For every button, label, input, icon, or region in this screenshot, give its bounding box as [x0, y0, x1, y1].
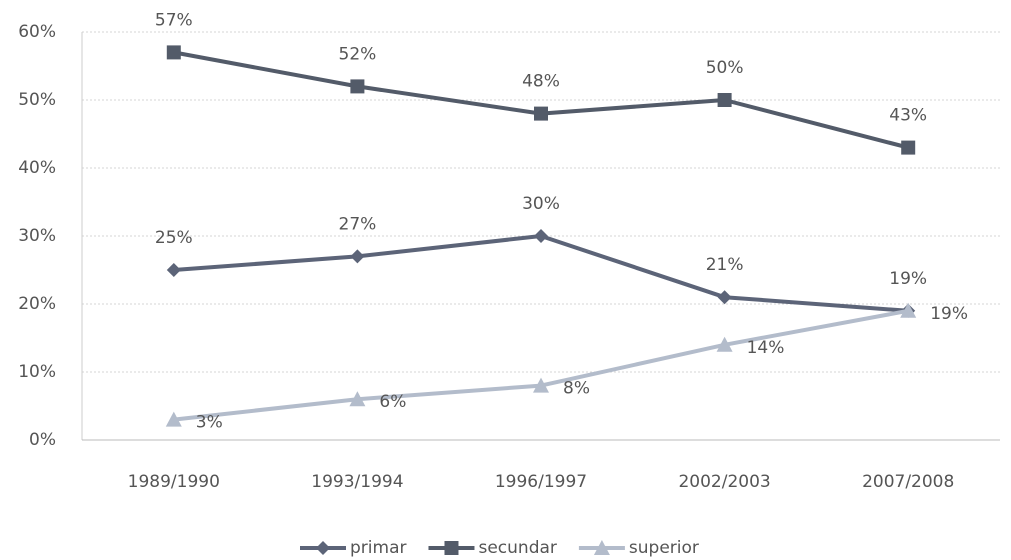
- legend-label: primar: [350, 538, 406, 558]
- data-point: [534, 229, 548, 243]
- data-point: [901, 140, 916, 155]
- data-point: [717, 290, 732, 305]
- series-line: [173, 308, 909, 422]
- data-point: [165, 411, 182, 427]
- data-point: [350, 249, 365, 264]
- data-label: 19%: [930, 304, 968, 324]
- data-label: 19%: [889, 269, 927, 289]
- legend-item: superior: [578, 538, 699, 558]
- legend-label: secundar: [478, 538, 556, 558]
- legend-marker: [593, 540, 610, 555]
- data-label: 8%: [563, 379, 590, 399]
- data-point: [900, 302, 917, 318]
- data-point: [166, 45, 181, 60]
- legend-marker: [316, 541, 330, 555]
- data-point: [534, 106, 548, 121]
- data-label: 21%: [706, 255, 744, 275]
- x-tick-label: 1989/1990: [128, 472, 220, 492]
- x-tick-label: 1993/1994: [311, 472, 403, 492]
- x-tick-label: 1996/1997: [495, 472, 587, 492]
- x-tick-label: 2002/2003: [678, 472, 770, 492]
- data-label: 3%: [196, 413, 223, 433]
- y-tick-label: 60%: [18, 22, 56, 42]
- data-label: 57%: [155, 10, 193, 30]
- y-tick-label: 50%: [18, 90, 56, 110]
- series-line: [173, 234, 909, 313]
- data-point: [716, 336, 733, 352]
- data-point: [350, 79, 365, 94]
- y-tick-label: 20%: [18, 294, 56, 314]
- data-label: 48%: [522, 72, 560, 92]
- data-point: [349, 391, 366, 407]
- data-label: 25%: [155, 228, 193, 248]
- data-label: 27%: [339, 214, 377, 234]
- data-label: 6%: [379, 392, 406, 412]
- legend-item: secundar: [428, 538, 557, 558]
- data-point: [533, 377, 549, 393]
- x-tick-label: 2007/2008: [862, 472, 954, 492]
- data-point: [717, 93, 732, 107]
- y-tick-label: 40%: [18, 158, 56, 178]
- y-tick-label: 10%: [18, 362, 56, 382]
- data-label: 14%: [747, 338, 785, 358]
- y-tick-label: 0%: [29, 430, 56, 450]
- data-label: 52%: [339, 44, 377, 64]
- y-tick-label: 30%: [18, 226, 56, 246]
- legend-item: primar: [300, 538, 406, 558]
- legend-marker: [444, 541, 459, 555]
- data-point: [166, 263, 181, 277]
- data-label: 30%: [522, 194, 560, 214]
- data-label: 43%: [889, 106, 927, 126]
- legend-label: superior: [629, 538, 699, 558]
- data-label: 50%: [706, 58, 744, 78]
